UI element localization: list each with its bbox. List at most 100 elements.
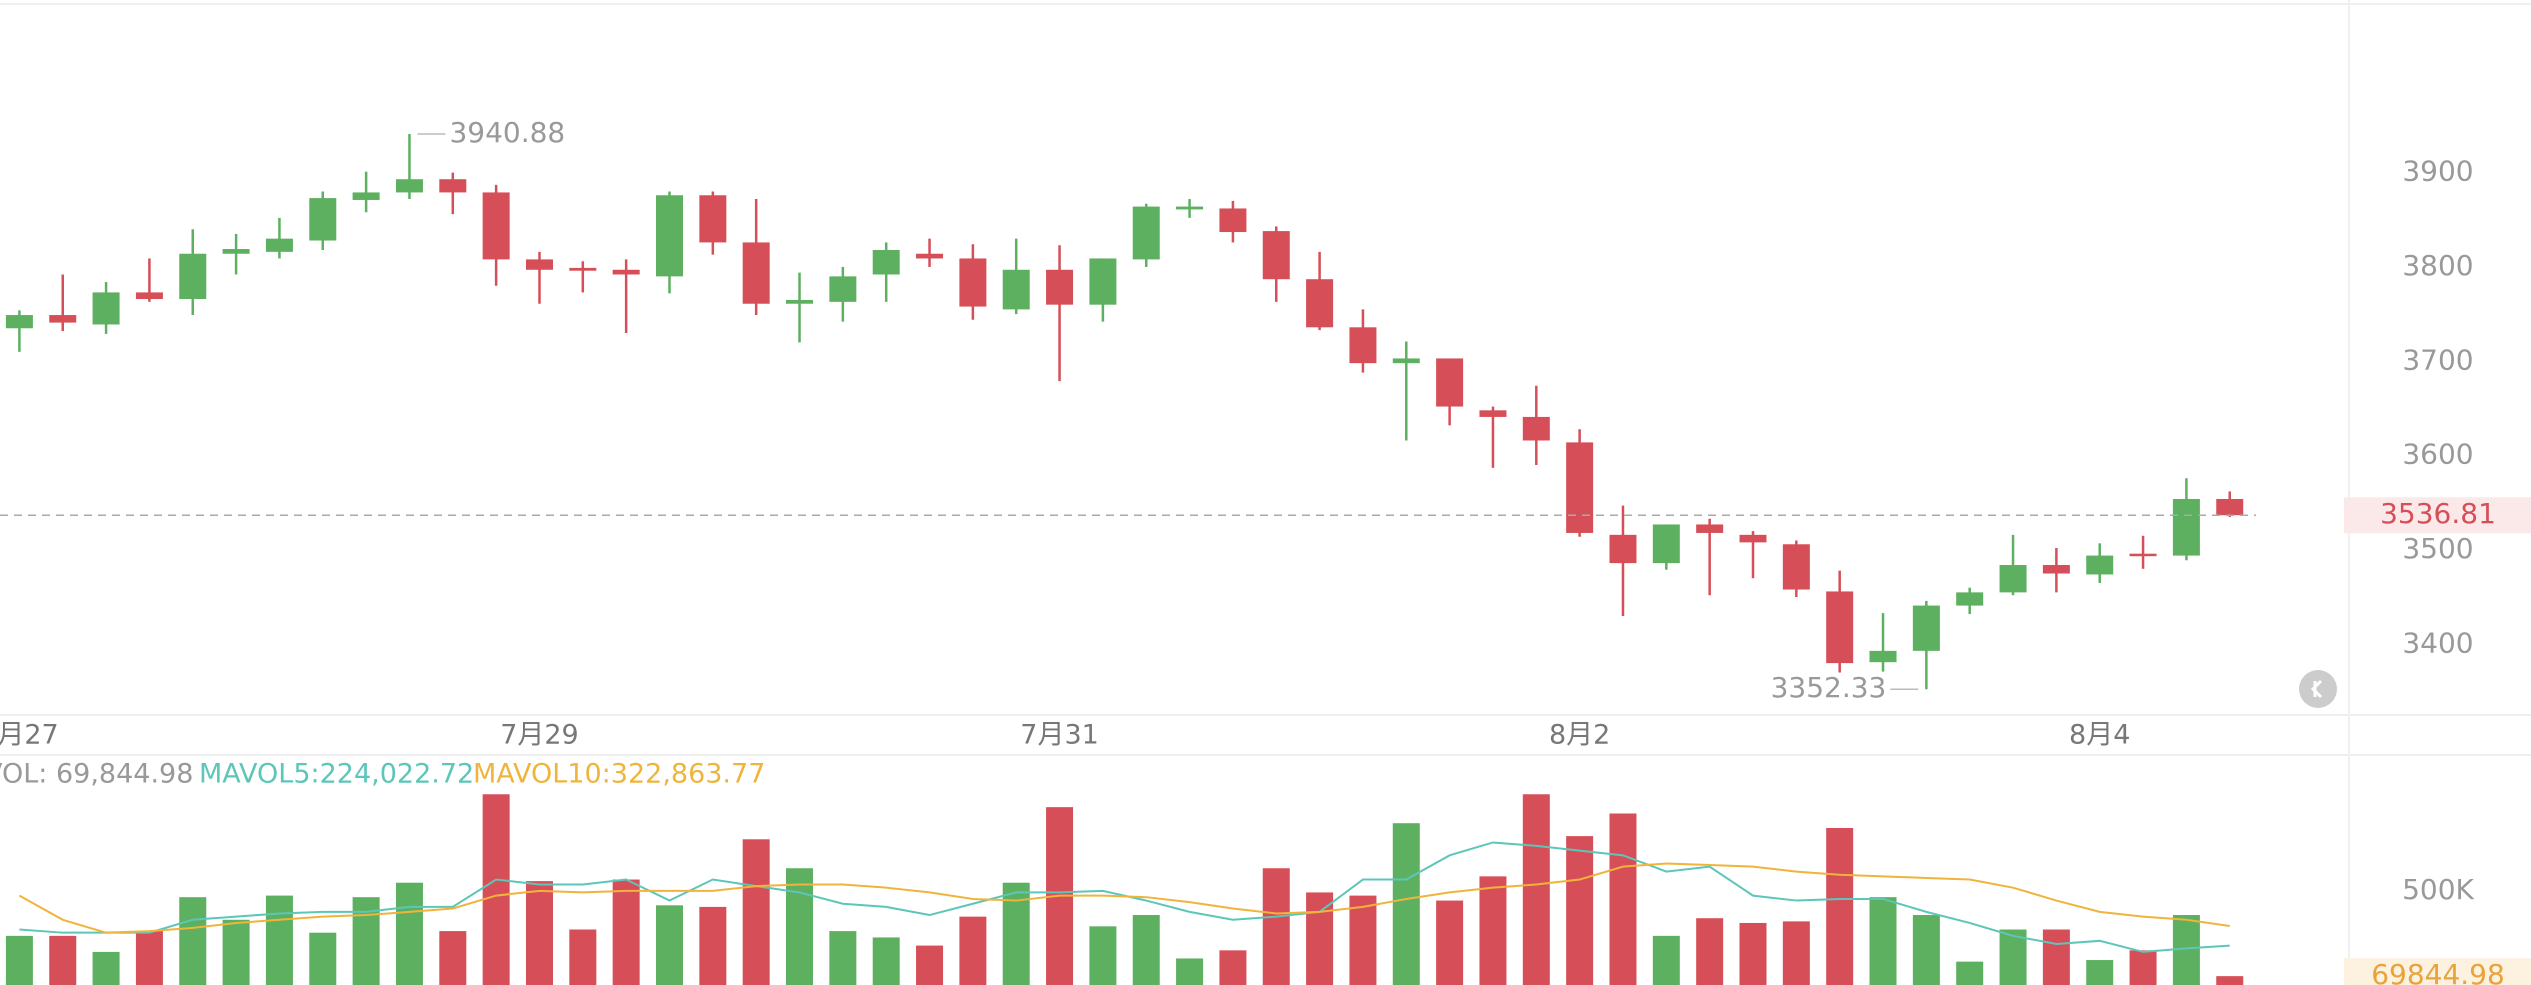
volume-bar [5,935,33,985]
candle-body [2216,498,2244,516]
candle-body [265,238,293,252]
y-tick-label: 3900 [2402,155,2473,188]
candle-body [2042,565,2070,574]
last-volume-box [2344,958,2531,985]
candle-body [829,276,857,302]
volume-bar [482,794,510,985]
volume-bar [916,945,944,985]
volume-bar [222,919,250,985]
candle-body [525,259,553,270]
x-tick-label: 7月31 [1020,720,1099,751]
candle-body [1696,524,1724,533]
candle-body [1566,442,1594,533]
y-tick-label: 3700 [2402,343,2473,376]
volume-bar [1219,950,1247,985]
y-tick-label: 3400 [2402,626,2473,659]
candle-body [92,292,120,325]
candle-body [569,267,597,271]
candle-body [1609,534,1637,564]
candle-body [1479,410,1507,417]
candle-body [2129,553,2157,557]
candle-body [1349,327,1377,364]
x-tick-label: 8月2 [1549,720,1610,751]
volume-bar [1002,882,1030,985]
candle-body [959,258,987,307]
volume-bar [1869,897,1897,985]
candle-body [395,179,423,193]
candle-body [1262,231,1290,280]
volume-bar [49,935,77,985]
x-tick-label: 7月27 [0,720,59,751]
legend-entry: MAVOL10:322,863.77 [473,759,765,790]
legend-entry: VOL: 69,844.98 [0,759,193,790]
volume-bar [179,897,207,985]
volume-bar [1349,895,1377,985]
volume-bar [786,868,814,985]
candle-body [1046,269,1074,305]
volume-bar [1609,813,1637,985]
candle-body [1826,591,1854,664]
candle-body [1782,544,1810,590]
candle-body [179,253,207,300]
volume-bar [2216,976,2244,985]
volume-bar [1739,922,1767,985]
candle-body [49,315,77,323]
low-label: 3352.33 [1771,671,1887,704]
candle-body [1089,258,1117,305]
volume-bar [742,839,770,985]
volume-bar [1392,823,1420,985]
candle-body [1912,605,1940,651]
candle-body [1869,650,1897,663]
volume-bar [1956,961,1984,985]
volume-bar [439,931,467,985]
last-volume-label: 69844.98 [2371,958,2505,985]
candle-body [309,198,337,241]
reset-glyph [2310,679,2323,699]
candle-body [482,192,510,260]
volume-bar [525,881,553,985]
candle-body [872,249,900,275]
volume-bar [1089,926,1117,985]
volume-bar [135,931,163,985]
candle-body [1132,206,1160,260]
last-price-label: 3536.81 [2380,497,2496,530]
candle-body [352,192,380,200]
candle-body [1392,358,1420,364]
reset-button[interactable] [2299,670,2337,708]
volume-bar [92,951,120,985]
high-label: 3940.88 [449,116,565,149]
volume-bar [612,879,640,985]
volume-bar [1262,868,1290,985]
volume-bar [656,905,683,985]
candle-body [1522,416,1550,441]
volume-bar [265,895,293,985]
volume-bar [395,882,423,985]
volume-bar [569,929,597,985]
candle-body [916,253,944,259]
y-tick-label: 3800 [2402,249,2473,282]
candle-body [5,315,33,329]
legend-entry: MAVOL5:224,022.72 [199,759,474,790]
candle-body [1739,534,1767,543]
volume-bar [699,906,727,985]
candle-body [1956,592,1984,606]
candle-body [135,292,163,300]
reset-icon[interactable] [2299,670,2337,708]
candle-body [1306,279,1334,328]
volume-bar [829,931,857,985]
ma-line [18,862,2230,934]
volume-bar [872,937,900,985]
x-tick-label: 8月4 [2069,720,2130,751]
candle-body [1999,565,2027,593]
candle-body [786,299,814,304]
volume-bar [309,932,337,985]
candle-body [656,195,683,277]
candle-body [1436,358,1464,407]
x-tick-label: 7月29 [500,720,579,751]
volume-bar [2042,929,2070,985]
volume-bar [1999,929,2027,985]
volume-bar [1132,915,1160,985]
candle-body [1002,269,1030,310]
candle-body [1176,206,1204,210]
volume-bar [1306,892,1334,985]
